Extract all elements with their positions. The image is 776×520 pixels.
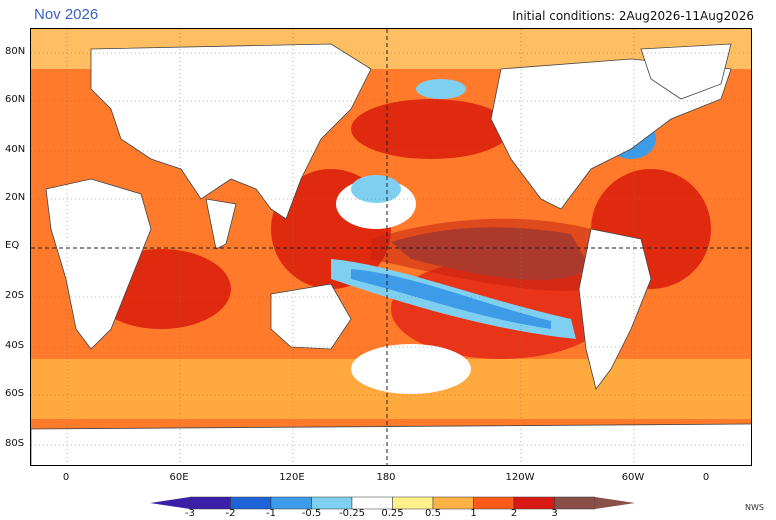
greenland [640, 43, 732, 100]
lon-label-3: 180 [376, 472, 396, 483]
africa [45, 178, 152, 350]
lat-label-40s: 40S [5, 340, 25, 351]
colorbar-label-8: 2 [510, 508, 518, 519]
bering-cool [416, 79, 466, 99]
credit-label: NWS [745, 503, 764, 512]
south-pacific-neutral [351, 344, 471, 394]
lat-label-60n: 60N [5, 94, 26, 105]
lon-label-2: 120E [279, 472, 305, 483]
colorbar-label-0: -3 [185, 508, 195, 519]
north-pacific-warm [351, 99, 511, 159]
lat-label-60s: 60S [5, 388, 25, 399]
australia [270, 283, 352, 350]
lon-label-5: 60W [621, 472, 645, 483]
south-america [578, 228, 652, 390]
lon-label-6: 0 [702, 472, 710, 483]
map-title: Nov 2026 [34, 6, 99, 23]
sst-anomaly-map [30, 28, 752, 466]
colorbar-label-9: 3 [551, 508, 558, 519]
initial-conditions-label: Initial conditions: 2Aug2026-11Aug2026 [512, 9, 754, 23]
lat-label-80s: 80S [5, 438, 25, 449]
colorbar-label-2: -1 [266, 508, 276, 519]
colorbar-right-arrow [595, 497, 635, 509]
lat-label-80n: 80N [5, 46, 26, 57]
colorbar-label-4: -0.25 [339, 508, 365, 519]
north-pacific-cool [351, 175, 401, 203]
colorbar-label-3: -0.5 [301, 508, 322, 519]
south-pacific-cold-band [351, 269, 551, 329]
colorbar-label-7: 1 [470, 508, 477, 519]
colorbar-left-arrow [150, 497, 190, 509]
colorbar-label-1: -2 [225, 508, 236, 519]
graticule [31, 29, 751, 465]
el-nino-halo [371, 218, 606, 291]
lat-label-40n: 40N [5, 144, 26, 155]
antarctica [31, 423, 751, 465]
india [205, 198, 237, 250]
eurasia [90, 43, 372, 220]
map-canvas [31, 29, 751, 465]
lat-label-eq: EQ [5, 240, 20, 251]
lat-label-20s: 20S [5, 290, 25, 301]
colorbar-label-6: 0.5 [425, 508, 441, 519]
lon-label-0: 0 [62, 472, 70, 483]
lat-label-20n: 20N [5, 192, 26, 203]
lon-label-4: 120W [505, 472, 535, 483]
lon-label-1: 60E [169, 472, 189, 483]
land-masses [31, 43, 751, 465]
colorbar-label-5: 0.25 [381, 508, 404, 519]
